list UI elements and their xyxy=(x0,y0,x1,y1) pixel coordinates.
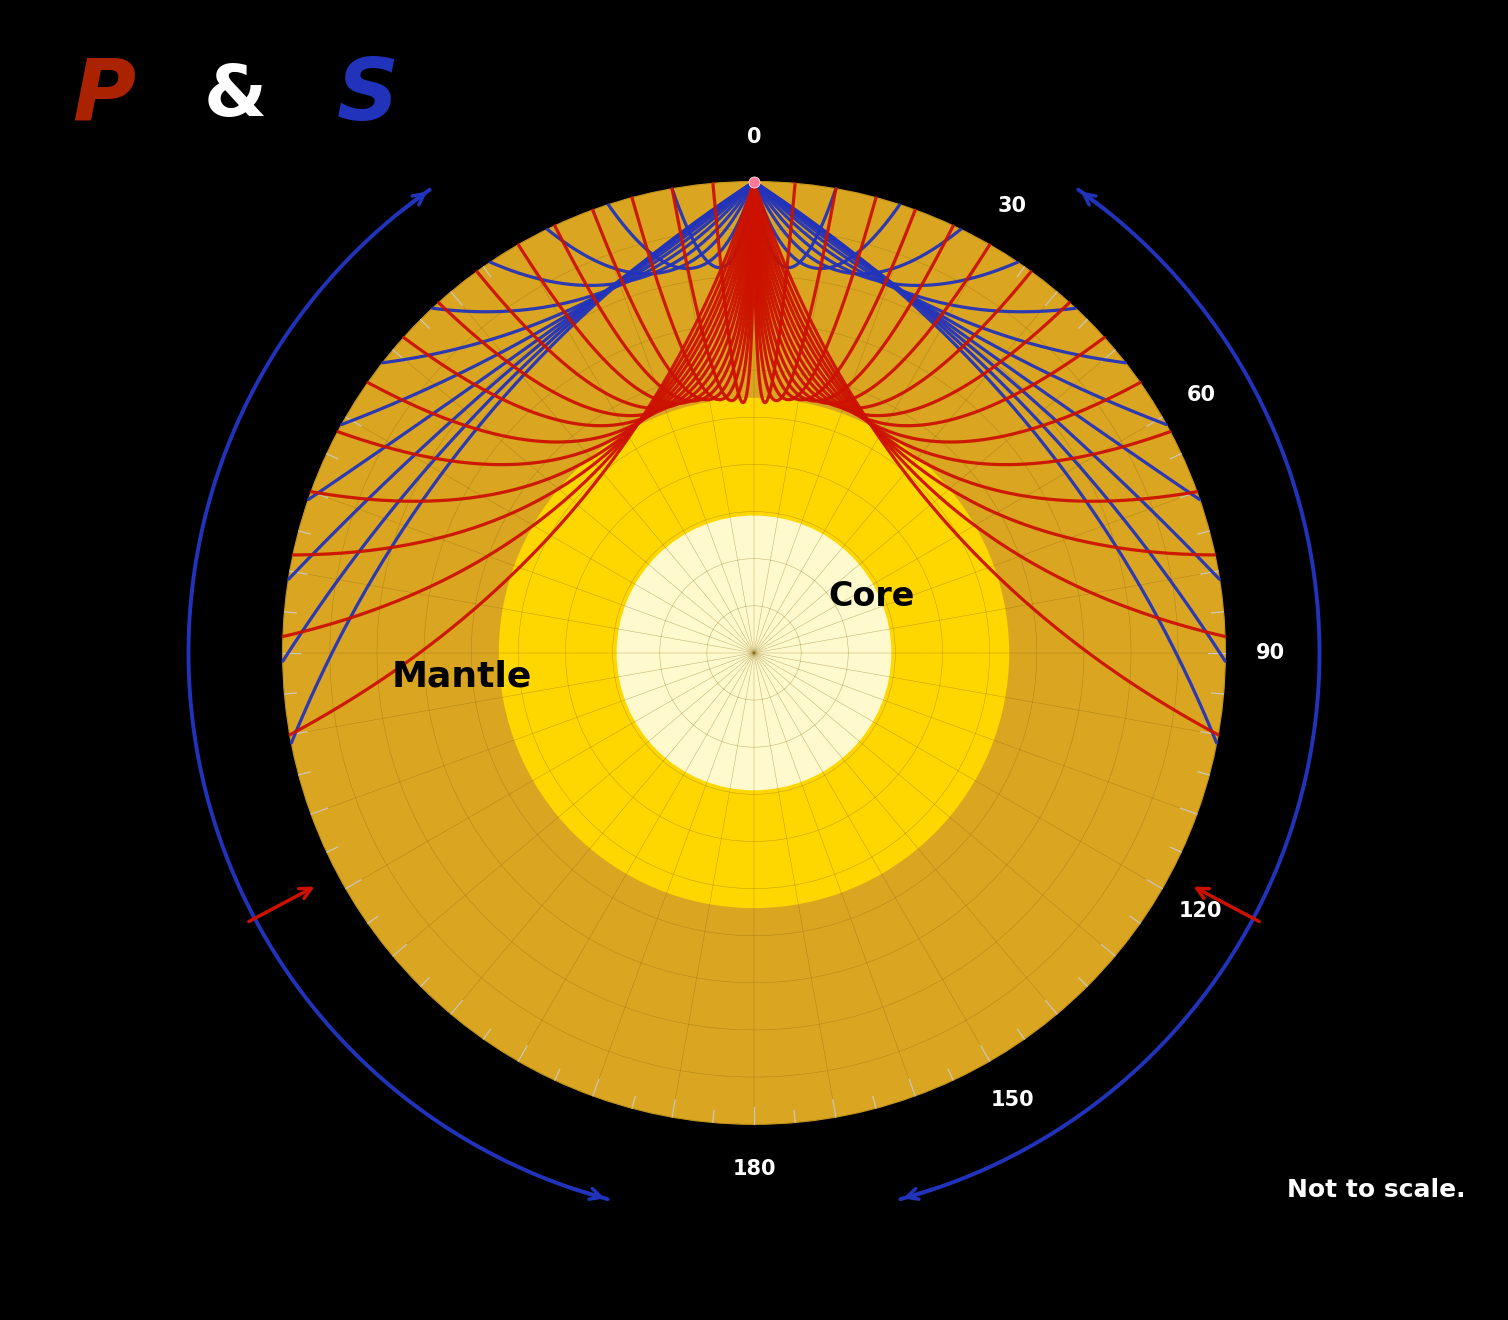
Text: P: P xyxy=(72,55,136,139)
Text: 0: 0 xyxy=(746,127,762,147)
Text: &: & xyxy=(204,62,267,132)
Text: Not to scale.: Not to scale. xyxy=(1286,1179,1466,1203)
Text: 60: 60 xyxy=(1187,385,1215,405)
Circle shape xyxy=(499,399,1009,907)
Text: Mantle: Mantle xyxy=(392,660,532,693)
Text: 180: 180 xyxy=(733,1159,775,1179)
Text: 120: 120 xyxy=(1179,902,1223,921)
Text: Core: Core xyxy=(828,579,915,612)
Text: 30: 30 xyxy=(997,197,1027,216)
Circle shape xyxy=(284,182,1224,1125)
Circle shape xyxy=(617,516,891,789)
Text: 90: 90 xyxy=(1256,643,1285,663)
Text: 150: 150 xyxy=(991,1090,1034,1110)
Text: S: S xyxy=(336,55,398,139)
